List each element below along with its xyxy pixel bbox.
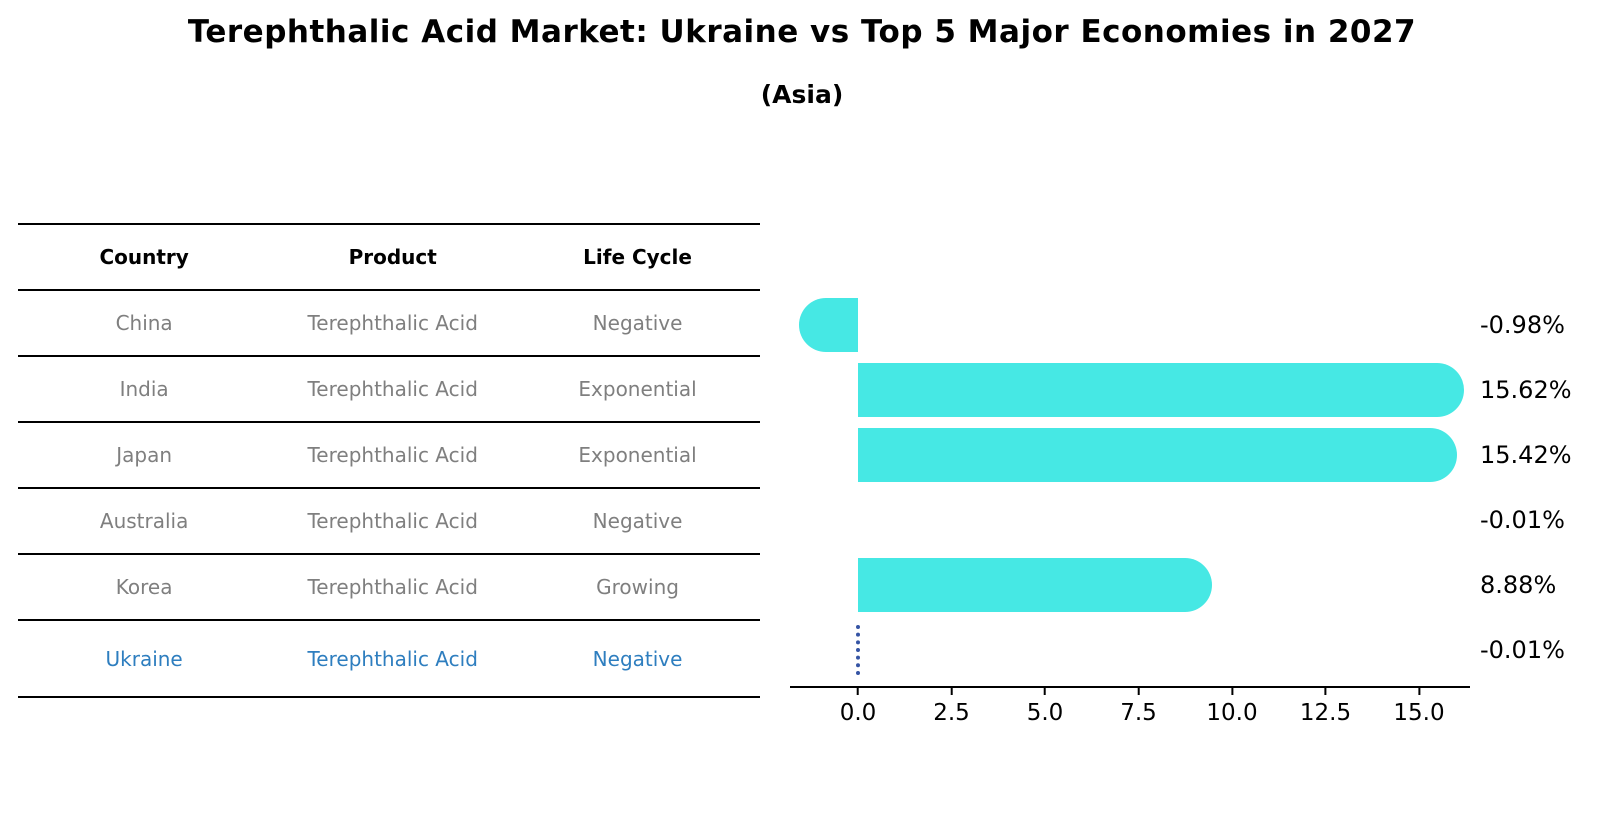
tick-mark	[1043, 686, 1046, 695]
tick-mark	[1231, 686, 1233, 695]
bar-row-korea	[790, 558, 1470, 612]
cell-life-cycle: Negative	[592, 509, 683, 533]
table-row-korea: Korea Terephthalic Acid Growing	[18, 555, 760, 621]
col-header-country: Country	[99, 245, 189, 269]
cell-country: Korea	[115, 575, 173, 599]
table-header-row: Country Product Life Cycle	[18, 225, 760, 291]
cell-life-cycle: Negative	[592, 311, 683, 335]
table-row-ukraine: Ukraine Terephthalic Acid Negative	[18, 621, 760, 698]
x-tick-label: 12.5	[1299, 700, 1352, 726]
table-row-china: China Terephthalic Acid Negative	[18, 291, 760, 357]
bar-row-japan	[790, 428, 1470, 482]
value-label-india: 15.62%	[1480, 376, 1572, 404]
x-axis-tick: 5.0	[1026, 686, 1064, 726]
bar-chart-plot-area: 0.0 2.5 5.0 7.5 10.0 12.5 15.0 -0.98% 15…	[790, 290, 1572, 726]
bar-row-china	[790, 298, 1470, 352]
bar-row-australia	[790, 493, 1470, 547]
value-label-japan: 15.42%	[1480, 441, 1572, 469]
page-title: Terephthalic Acid Market: Ukraine vs Top…	[187, 14, 1417, 50]
x-axis-tick: 15.0	[1393, 686, 1445, 726]
table-row-india: India Terephthalic Acid Exponential	[18, 357, 760, 423]
cell-product: Terephthalic Acid	[307, 311, 478, 335]
cell-life-cycle: Exponential	[578, 377, 697, 401]
col-header-life-cycle: Life Cycle	[583, 245, 692, 269]
col-header-product: Product	[348, 245, 437, 269]
cell-country: China	[115, 311, 173, 335]
x-axis-tick: 0.0	[839, 686, 877, 726]
cell-country: Ukraine	[105, 646, 183, 671]
table-row-australia: Australia Terephthalic Acid Negative	[18, 489, 760, 555]
tick-mark	[1324, 686, 1327, 695]
cell-country: India	[119, 377, 169, 401]
bar-row-ukraine	[790, 623, 1470, 677]
value-label-ukraine: -0.01%	[1480, 636, 1565, 664]
cell-product: Terephthalic Acid	[307, 575, 478, 599]
x-axis-tick: 7.5	[1120, 686, 1157, 726]
country-table: Country Product Life Cycle China Terepht…	[18, 223, 760, 698]
bar-india	[858, 363, 1465, 417]
tick-mark	[950, 686, 953, 695]
x-tick-label: 7.5	[1120, 700, 1157, 726]
tick-mark	[856, 686, 859, 695]
value-label-australia: -0.01%	[1480, 506, 1565, 534]
x-tick-label: 15.0	[1393, 700, 1445, 726]
bar-japan	[858, 428, 1457, 482]
cell-life-cycle: Negative	[592, 646, 683, 671]
cell-product: Terephthalic Acid	[307, 377, 478, 401]
page-subtitle: (Asia)	[760, 80, 844, 109]
x-tick-label: 0.0	[839, 700, 877, 726]
cell-country: Japan	[116, 443, 173, 467]
cell-life-cycle: Growing	[596, 575, 679, 599]
cell-product: Terephthalic Acid	[307, 646, 478, 671]
bar-korea	[858, 558, 1213, 612]
cell-product: Terephthalic Acid	[307, 443, 478, 467]
cell-product: Terephthalic Acid	[307, 509, 478, 533]
cell-country: Australia	[99, 509, 189, 533]
x-tick-label: 2.5	[933, 700, 970, 726]
value-label-china: -0.98%	[1480, 311, 1565, 339]
tick-mark	[1418, 686, 1420, 695]
x-tick-label: 5.0	[1026, 700, 1064, 726]
x-axis-tick: 2.5	[933, 686, 970, 726]
tick-mark	[1137, 686, 1140, 695]
bar-china	[799, 298, 858, 352]
cell-life-cycle: Exponential	[578, 443, 697, 467]
table-row-japan: Japan Terephthalic Acid Exponential	[18, 423, 760, 489]
x-axis-tick: 10.0	[1206, 686, 1258, 726]
x-tick-label: 10.0	[1206, 700, 1258, 726]
value-label-korea: 8.88%	[1480, 571, 1557, 599]
ukraine-zero-marker	[856, 625, 860, 675]
bar-row-india	[790, 363, 1470, 417]
x-axis-tick: 12.5	[1300, 686, 1351, 726]
